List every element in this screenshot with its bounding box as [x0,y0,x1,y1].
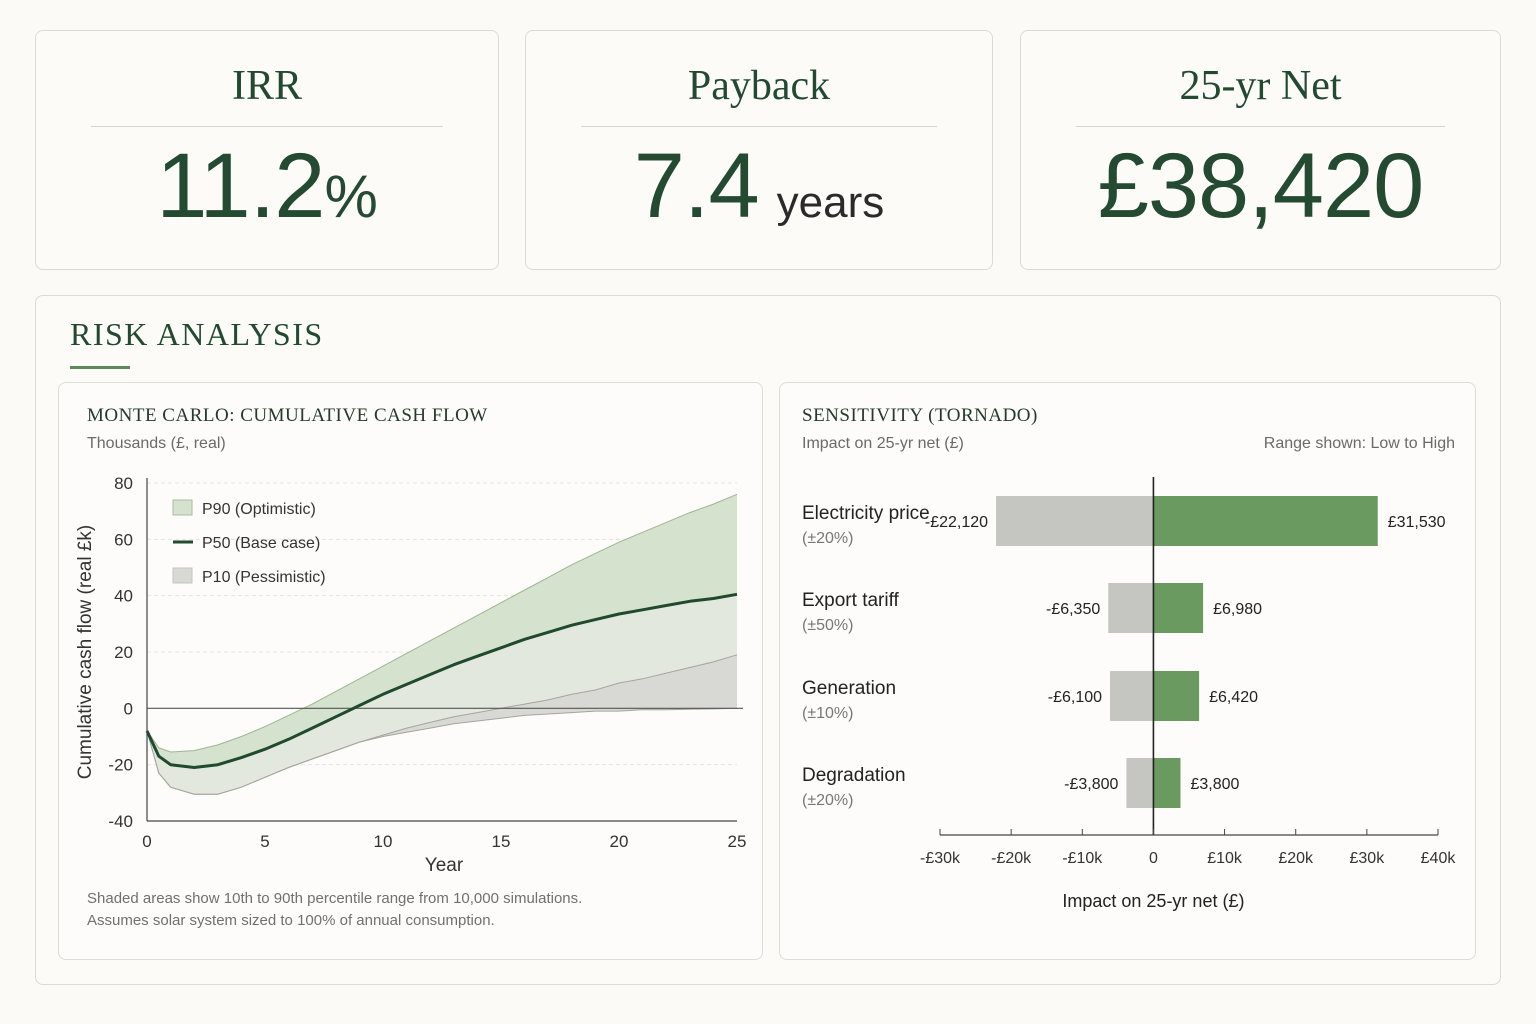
irr-divider [91,126,443,127]
tornado-category-range: (±10%) [802,705,853,722]
p90-edge [146,493,738,753]
legend-label: P10 (Pessimistic) [202,569,326,586]
tornado-high-value: £6,420 [1209,689,1258,706]
p90-band [147,494,737,768]
tornado-category-range: (±50%) [802,617,853,634]
tornado-x-tick-label: 0 [1149,850,1158,867]
y-tick-label: 80 [114,474,133,493]
irr-card: IRR 11.2% [35,30,499,270]
monte-carlo-note: Shaded areas show 10th to 90th percentil… [87,888,582,932]
payback-title: Payback [687,63,831,109]
risk-analysis-section: RISK ANALYSIS MONTE CARLO: CUMULATIVE CA… [35,295,1501,985]
x-tick-label: 20 [610,832,629,851]
tornado-category-label: Electricity price [802,503,930,524]
p50-line [145,592,738,769]
y-tick-label: -40 [108,812,133,831]
tornado-category-label: Degradation [802,765,906,786]
payback-unit: years [776,178,885,227]
monte-carlo-subtitle: Thousands (£, real) [87,435,226,452]
net-value: £38,420 [1021,140,1500,258]
tornado-title: SENSITIVITY (TORNADO) [802,405,1038,426]
tornado-category-label: Export tariff [802,590,900,611]
x-tick-label: 5 [260,832,269,851]
lower-edge [146,707,738,795]
tornado-high-value: £31,530 [1388,514,1446,531]
risk-title-underline [70,366,130,369]
legend-label: P50 (Base case) [202,535,320,552]
net-divider [1076,126,1445,127]
tornado-low-value: -£3,800 [1064,776,1118,793]
tornado-x-tick-label: £10k [1207,850,1243,867]
x-axis-label: Year [425,855,464,876]
irr-title: IRR [231,63,302,109]
payback-card: Payback 7.4 years [525,30,993,270]
tornado-x-tick-label: £30k [1350,850,1386,867]
tornado-high-bar [1153,583,1204,633]
y-tick-label: 0 [124,699,133,718]
payback-divider [581,126,937,127]
tornado-high-bar [1153,758,1181,808]
tornado-panel: SENSITIVITY (TORNADO) Impact on 25-yr ne… [779,382,1476,960]
tornado-category-label: Generation [802,678,896,699]
payback-value: 7.4 years [526,140,992,258]
tornado-low-bar [996,496,1154,546]
tornado-low-value: -£6,350 [1046,601,1100,618]
y-axis-label: Cumulative cash flow (real £k) [75,525,96,779]
risk-analysis-title: RISK ANALYSIS [70,316,324,352]
tornado-category-range: (±20%) [802,530,853,547]
tornado-low-bar [1108,583,1154,633]
legend-swatch [172,567,193,584]
legend-label: P90 (Optimistic) [202,501,316,518]
monte-carlo-note-line-2: Assumes solar system sized to 100% of an… [87,912,495,929]
tornado-high-bar [1153,496,1378,546]
p10-band [147,654,737,795]
y-tick-label: 20 [114,643,133,662]
irr-value: 11.2% [36,140,498,258]
tornado-high-value: £6,980 [1213,601,1262,618]
tornado-high-value: £3,800 [1190,776,1239,793]
monte-carlo-title: MONTE CARLO: CUMULATIVE CASH FLOW [87,405,488,426]
monte-carlo-panel: MONTE CARLO: CUMULATIVE CASH FLOW Thousa… [58,382,763,960]
p50-p10-band [147,594,737,795]
tornado-x-tick-label: -£20k [991,850,1032,867]
net-card: 25-yr Net £38,420 [1020,30,1501,270]
tornado-low-bar [1110,671,1154,721]
monte-carlo-note-line-1: Shaded areas show 10th to 90th percentil… [87,890,583,907]
tornado-x-tick-label: -£30k [920,850,961,867]
y-tick-label: -20 [108,756,133,775]
tornado-x-tick-label: -£10k [1062,850,1103,867]
y-tick-label: 60 [114,530,133,549]
tornado-x-tick-label: £20k [1278,850,1314,867]
tornado-high-bar [1153,671,1200,721]
x-tick-label: 10 [374,832,393,851]
legend-swatch [172,499,193,516]
tornado-low-bar [1126,758,1154,808]
net-number: £38,420 [1097,135,1425,237]
irr-unit: % [324,163,378,230]
monte-carlo-chart: 80 60 40 20 0 -20 -40 0 5 10 15 20 25 Year Cumulative … [75,474,747,876]
tornado-low-value: -£6,100 [1048,689,1102,706]
y-tick-label: 40 [114,587,133,606]
tornado-x-tick-label: £40k [1421,850,1457,867]
tornado-range-note: Range shown: Low to High [1263,435,1455,452]
tornado-subtitle: Impact on 25-yr net (£) [802,435,964,452]
tornado-low-value: -£22,120 [925,514,988,531]
x-tick-label: 0 [142,832,151,851]
x-tick-label: 25 [728,832,747,851]
payback-number: 7.4 [633,135,760,237]
tornado-x-axis-label: Impact on 25-yr net (£) [1062,891,1244,911]
tornado-chart: Electricity price (±20%) -£22,120 £31,530 Ex… [802,477,1457,911]
net-title: 25-yr Net [1179,63,1342,109]
tornado-category-range: (±20%) [802,792,853,809]
x-tick-label: 15 [492,832,511,851]
irr-number: 11.2 [156,135,325,237]
